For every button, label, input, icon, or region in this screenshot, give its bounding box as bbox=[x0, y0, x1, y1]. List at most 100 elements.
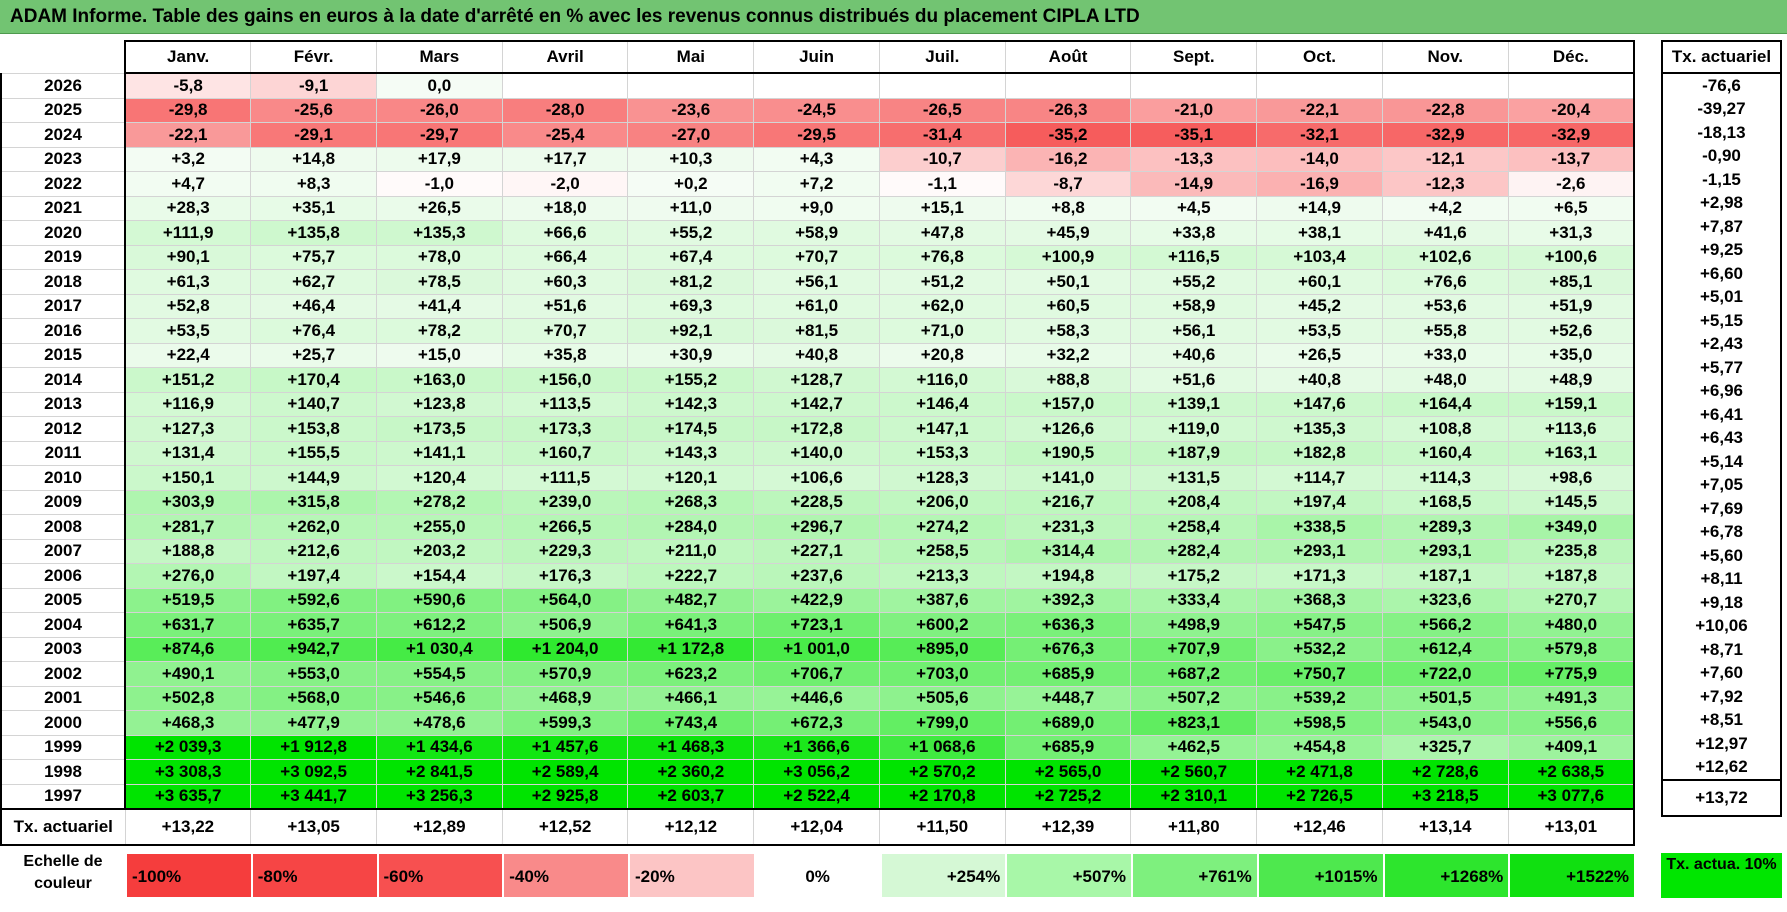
value-cell: +3 308,3 bbox=[124, 759, 252, 785]
value-cell: +2 725,2 bbox=[1004, 783, 1132, 810]
value-cell: -35,2 bbox=[1004, 122, 1132, 148]
value-cell: +1 468,3 bbox=[627, 734, 755, 760]
actuarial-rate-cell: +7,87 bbox=[1661, 215, 1782, 239]
value-cell: -29,8 bbox=[124, 97, 252, 123]
value-cell: +98,6 bbox=[1507, 465, 1635, 491]
month-header: Janv. bbox=[124, 40, 252, 74]
value-cell: +78,5 bbox=[376, 269, 503, 295]
value-cell: +208,4 bbox=[1130, 489, 1258, 515]
value-cell: +743,4 bbox=[627, 710, 755, 736]
value-cell: +579,8 bbox=[1507, 636, 1635, 662]
value-cell: -5,8 bbox=[124, 72, 252, 99]
table-row: 2014 +151,2 +170,4 +163,0 +156,0 +155,2 +128,7… bbox=[0, 367, 1635, 393]
value-cell: +30,9 bbox=[627, 342, 755, 368]
table-row: 2019 +90,1 +75,7 +78,0 +66,4 +67,4 +70,7 +76,8 +… bbox=[0, 244, 1635, 270]
value-cell: +1 068,6 bbox=[878, 734, 1006, 760]
value-cell: +564,0 bbox=[501, 587, 629, 613]
value-cell: -29,1 bbox=[250, 122, 377, 148]
value-cell: +61,0 bbox=[753, 293, 880, 319]
value-cell: +15,0 bbox=[376, 342, 503, 368]
value-cell: +40,6 bbox=[1130, 342, 1258, 368]
year-cell: 2008 bbox=[0, 514, 127, 540]
actuarial-rate-cell: +10,06 bbox=[1661, 614, 1782, 638]
month-header: Juin bbox=[753, 40, 880, 74]
value-cell: +70,7 bbox=[753, 244, 880, 270]
value-cell: -20,4 bbox=[1507, 97, 1635, 123]
value-cell: +480,0 bbox=[1507, 612, 1635, 638]
value-cell: +1 434,6 bbox=[376, 734, 503, 760]
value-cell: +147,1 bbox=[878, 416, 1006, 442]
value-cell: +289,3 bbox=[1381, 514, 1509, 540]
value-cell: -32,9 bbox=[1507, 122, 1635, 148]
actuarial-rate-cell: +6,41 bbox=[1661, 403, 1782, 427]
table-row: 2020 +111,9 +135,8 +135,3 +66,6 +55,2 +58,9 +47… bbox=[0, 220, 1635, 246]
value-cell: +293,1 bbox=[1256, 538, 1383, 564]
value-cell: +128,7 bbox=[753, 367, 880, 393]
value-cell: +160,7 bbox=[501, 440, 629, 466]
year-cell: 2016 bbox=[0, 318, 127, 344]
header-corner bbox=[1, 41, 126, 73]
value-cell: +706,7 bbox=[753, 661, 880, 687]
value-cell: +159,1 bbox=[1507, 391, 1635, 417]
value-cell: +15,1 bbox=[878, 195, 1006, 221]
value-cell: +635,7 bbox=[250, 612, 377, 638]
value-cell: +446,6 bbox=[753, 685, 880, 711]
legend-swatch: +761% bbox=[1132, 853, 1258, 898]
value-cell: -31,4 bbox=[878, 122, 1006, 148]
legend-swatch: +507% bbox=[1006, 853, 1132, 898]
year-cell: 2000 bbox=[0, 710, 127, 736]
value-cell: +498,9 bbox=[1130, 612, 1258, 638]
actuarial-rate-cell: -39,27 bbox=[1661, 97, 1782, 121]
value-cell: +296,7 bbox=[753, 514, 880, 540]
value-cell: +392,3 bbox=[1004, 587, 1132, 613]
month-header: Févr. bbox=[250, 40, 377, 74]
actuarial-rate-cell: +6,96 bbox=[1661, 379, 1782, 403]
value-cell: +51,9 bbox=[1507, 293, 1635, 319]
value-cell: +213,3 bbox=[878, 563, 1006, 589]
value-cell: +135,8 bbox=[250, 220, 377, 246]
year-cell: 2020 bbox=[0, 220, 127, 246]
value-cell: +231,3 bbox=[1004, 514, 1132, 540]
value-cell: -22,8 bbox=[1381, 97, 1509, 123]
value-cell: +173,5 bbox=[376, 416, 503, 442]
gains-table: Janv. Févr. Mars Avril Mai Juin Juil. Août Sept.… bbox=[0, 40, 1635, 846]
footer-row: Tx. actuariel +13,22 +13,05 +12,89 +12,52 +12… bbox=[0, 808, 1635, 846]
value-cell: +590,6 bbox=[376, 587, 503, 613]
value-cell: +113,5 bbox=[501, 391, 629, 417]
footer-label: Tx. actuariel bbox=[0, 808, 126, 846]
legend-swatch: -20% bbox=[629, 853, 755, 898]
actuarial-rate-cell: +5,14 bbox=[1661, 450, 1782, 474]
actuarial-rate-cell: +12,62 bbox=[1661, 755, 1782, 780]
footer-rate-cell: +13,05 bbox=[250, 808, 377, 846]
value-cell: -2,6 bbox=[1507, 171, 1635, 197]
value-cell: +51,2 bbox=[878, 269, 1006, 295]
actuarial-rate-cell: +5,60 bbox=[1661, 544, 1782, 568]
value-cell: +612,2 bbox=[376, 612, 503, 638]
value-cell: +8,3 bbox=[250, 171, 377, 197]
value-cell: +46,4 bbox=[250, 293, 377, 319]
value-cell: +172,8 bbox=[753, 416, 880, 442]
value-cell: +140,7 bbox=[250, 391, 377, 417]
value-cell: -32,9 bbox=[1381, 122, 1509, 148]
value-cell: +14,8 bbox=[250, 146, 377, 172]
value-cell: +171,3 bbox=[1256, 563, 1383, 589]
value-cell: -26,0 bbox=[376, 97, 503, 123]
value-cell: +146,4 bbox=[878, 391, 1006, 417]
value-cell: -27,0 bbox=[627, 122, 755, 148]
value-cell: +155,5 bbox=[250, 440, 377, 466]
value-cell: +35,0 bbox=[1507, 342, 1635, 368]
actuarial-rate-cell: +2,43 bbox=[1661, 332, 1782, 356]
legend-swatch: -100% bbox=[126, 853, 252, 898]
value-cell: +1 030,4 bbox=[376, 636, 503, 662]
table-row: 2009 +303,9 +315,8 +278,2 +239,0 +268,3 +228,5… bbox=[0, 489, 1635, 515]
value-cell: +60,5 bbox=[1004, 293, 1132, 319]
year-cell: 2015 bbox=[0, 342, 127, 368]
value-cell: -2,0 bbox=[501, 171, 629, 197]
year-cell: 2012 bbox=[0, 416, 127, 442]
table-row: 2010 +150,1 +144,9 +120,4 +111,5 +120,1 +106,6… bbox=[0, 465, 1635, 491]
value-cell: +116,9 bbox=[124, 391, 252, 417]
value-cell: +278,2 bbox=[376, 489, 503, 515]
year-cell: 2019 bbox=[0, 244, 127, 270]
value-cell: -16,9 bbox=[1256, 171, 1383, 197]
table-row: 2025 -29,8 -25,6 -26,0 -28,0 -23,6 -24,5 -26,5-… bbox=[0, 97, 1635, 123]
